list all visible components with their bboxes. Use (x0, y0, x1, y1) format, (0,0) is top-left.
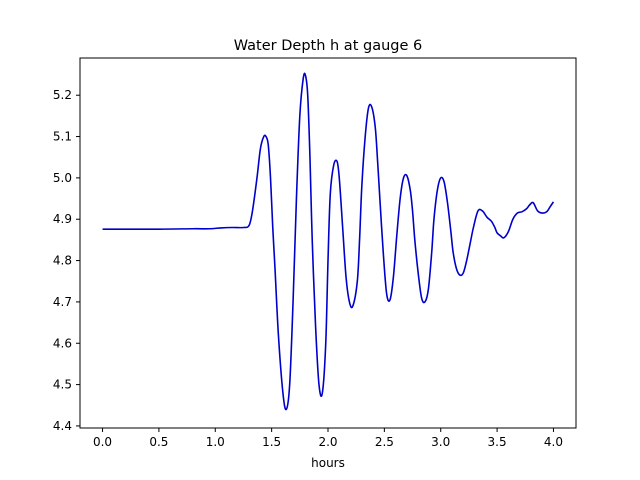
x-axis-ticks: 0.0 0.5 1.0 1.5 2.0 2.5 3.0 3.5 4.0 (93, 428, 563, 449)
x-tick-label: 0.0 (93, 435, 112, 449)
plot-area-frame (79, 57, 577, 429)
y-tick-label: 4.8 (53, 254, 72, 268)
y-tick-label: 4.9 (53, 212, 72, 226)
y-tick-label: 5.2 (53, 88, 72, 102)
x-axis-label: hours (311, 456, 345, 470)
y-tick-label: 5.1 (53, 130, 72, 144)
chart-title: Water Depth h at gauge 6 (234, 38, 422, 54)
y-tick-label: 4.6 (53, 336, 72, 350)
series-line-0 (102, 72, 555, 411)
x-tick-label: 3.5 (488, 435, 507, 449)
x-tick-label: 3.0 (431, 435, 450, 449)
x-tick-label: 4.0 (544, 435, 563, 449)
x-tick-label: 0.5 (149, 435, 168, 449)
series-line-group (102, 72, 555, 411)
x-tick-label: 1.5 (262, 435, 281, 449)
x-tick-label: 2.0 (318, 435, 337, 449)
y-tick-label: 4.5 (53, 378, 72, 392)
y-tick-label: 4.4 (53, 419, 72, 433)
y-tick-label: 4.7 (53, 295, 72, 309)
x-tick-label: 1.0 (206, 435, 225, 449)
y-tick-label: 5.0 (53, 171, 72, 185)
y-axis-ticks: 4.4 4.5 4.6 4.7 4.8 4.9 5.0 5.1 5.2 (53, 88, 80, 433)
x-tick-label: 2.5 (375, 435, 394, 449)
